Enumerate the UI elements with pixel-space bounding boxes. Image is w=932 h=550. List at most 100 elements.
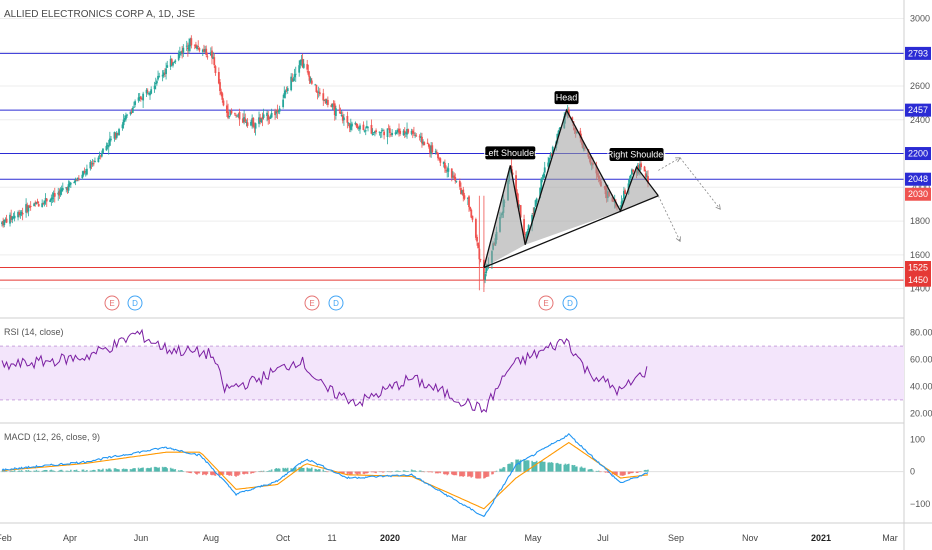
candle-body (294, 73, 297, 75)
macd-histogram-bar (491, 471, 493, 475)
candle (13, 211, 16, 222)
macd-histogram-bar (624, 471, 626, 475)
macd-histogram-bar (581, 467, 584, 472)
candle-body (26, 204, 29, 213)
macd-histogram-bar (627, 471, 630, 475)
macd-histogram-bar (19, 471, 22, 472)
candle (291, 73, 294, 83)
earnings-letter: E (309, 299, 314, 308)
macd-histogram-bar (162, 467, 165, 472)
candle (5, 214, 8, 224)
projection-arrow[interactable] (658, 157, 681, 171)
candle-body (90, 163, 93, 165)
dividend-marker[interactable]: D (127, 295, 143, 311)
time-axis[interactable]: Feb Apr Jun Aug Oct 11 2020 Mar May Jul Sep Nov 2021… (0, 533, 898, 543)
level-tag-2048[interactable]: 2048 (905, 172, 931, 186)
candle (237, 113, 240, 118)
projection-arrow[interactable] (679, 157, 721, 210)
macd-histogram-bar (359, 471, 361, 475)
candle (242, 113, 244, 124)
macd-histogram-bar (501, 468, 504, 472)
macd-histogram-bar (84, 470, 87, 472)
macd-axis[interactable]: 100 0 −100 (910, 434, 930, 509)
candle-body (157, 75, 159, 80)
left-shoulder-label[interactable]: Left Shoulder (484, 146, 538, 160)
pattern-zigzag[interactable] (483, 108, 659, 268)
price-axis[interactable]: 3000280026002400220020001800160014002793… (905, 13, 931, 294)
last-price-tag[interactable]: 2030 (905, 187, 931, 201)
macd-histogram-bar (309, 468, 312, 472)
dividend-marker[interactable]: D (328, 295, 344, 311)
level-tag-1450[interactable]: 1450 (905, 273, 931, 287)
dividend-marker[interactable]: D (562, 295, 578, 311)
candle-body (195, 44, 197, 49)
macd-pane[interactable]: MACD (12, 26, close, 9) (0, 432, 904, 518)
candle (180, 51, 182, 56)
candle (406, 122, 408, 139)
candle-body (212, 56, 215, 59)
candle-body (407, 129, 410, 133)
earnings-marker[interactable]: E (104, 295, 120, 311)
earnings-marker[interactable]: E (304, 295, 320, 311)
annotation-text: Left Shoulder (484, 148, 538, 158)
macd-histogram-bar (395, 470, 398, 472)
candle-body (182, 47, 185, 53)
macd-histogram-bar (431, 471, 434, 473)
candle-body (205, 48, 208, 55)
macd-histogram-bar (371, 471, 374, 473)
rsi-axis[interactable]: 80.00 60.00 40.00 20.00 (910, 328, 932, 419)
price-pane[interactable]: Left Shoulder Head Right Shoulder E D E D E D A… (0, 9, 904, 311)
time-tick-label: Nov (742, 533, 759, 543)
earnings-marker[interactable]: E (538, 295, 554, 311)
candle-body (81, 174, 84, 179)
candle-body (123, 118, 126, 121)
candle-body (10, 216, 13, 220)
candle (364, 126, 367, 136)
rsi-line[interactable] (1, 328, 648, 413)
candle (293, 68, 296, 81)
candle-body (396, 129, 399, 133)
candle (413, 126, 415, 136)
macd-histogram-bar (423, 471, 426, 473)
level-tag-2793[interactable]: 2793 (905, 46, 931, 60)
macd-histogram-bar (91, 470, 94, 472)
candle (236, 115, 239, 118)
macd-histogram-bar (391, 471, 393, 472)
macd-histogram-bar (477, 471, 479, 479)
macd-histogram-bar (154, 466, 157, 472)
level-tag-2200[interactable]: 2200 (905, 147, 931, 161)
head-label[interactable]: Head (554, 91, 579, 105)
macd-histogram-bar (486, 471, 489, 477)
rsi-pane[interactable]: RSI (14, close) (0, 327, 904, 413)
macd-histogram-bar (316, 470, 319, 472)
candle-body (517, 200, 520, 207)
macd-line[interactable] (1, 432, 649, 518)
macd-histogram-bar (283, 468, 286, 472)
candle-body (201, 49, 204, 52)
candle-body (211, 50, 213, 58)
macd-histogram-bar (454, 471, 457, 476)
candle (444, 159, 446, 173)
candle (471, 215, 474, 223)
candle (640, 161, 643, 170)
candle-body (571, 117, 574, 121)
right-shoulder-label[interactable]: Right Shoulder (607, 148, 667, 162)
level-tag-1525[interactable]: 1525 (905, 261, 931, 275)
macd-histogram-bar (380, 471, 383, 473)
pattern-neckline[interactable] (483, 195, 659, 269)
macd-histogram-bar (548, 462, 551, 472)
candle (126, 113, 128, 118)
candle-body (548, 158, 551, 163)
macd-signal-line[interactable] (1, 441, 649, 510)
candle-body (404, 133, 407, 135)
candle (1, 220, 3, 227)
level-tag-2457[interactable]: 2457 (905, 103, 931, 117)
candle (105, 142, 108, 151)
macd-histogram-bar (397, 470, 399, 472)
projection-arrow[interactable] (657, 195, 681, 242)
candle (332, 100, 335, 110)
macd-histogram-bar (613, 471, 616, 475)
candle (380, 128, 383, 138)
macd-histogram-bar (483, 471, 485, 479)
